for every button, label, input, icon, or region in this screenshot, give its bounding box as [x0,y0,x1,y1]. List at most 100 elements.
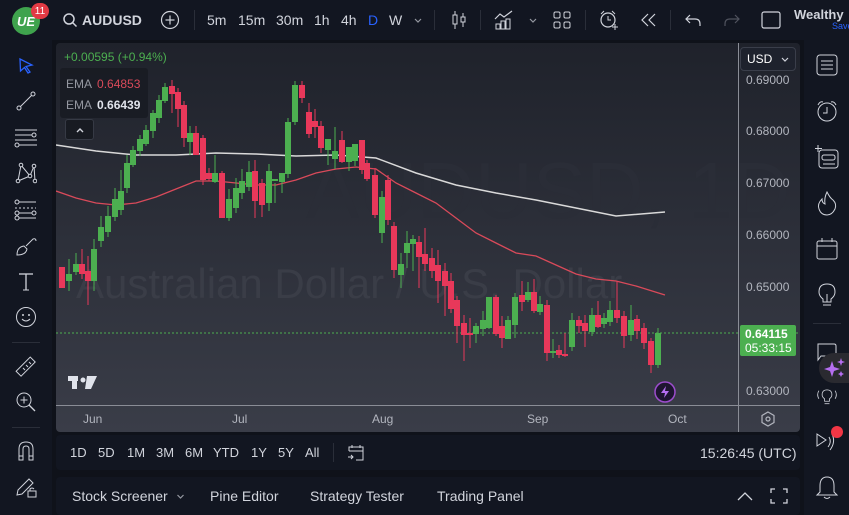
list-icon [816,54,838,76]
cursor-tool[interactable] [13,53,39,79]
indicator-legend: EMA 0.64853 EMA 0.66439 [60,68,148,118]
magnet-tool[interactable] [13,438,39,464]
currency-select[interactable]: USD [740,47,796,71]
forecast-tool[interactable] [13,197,39,223]
range-1m[interactable]: 1M [127,445,146,460]
range-3m[interactable]: 3M [156,445,175,460]
time-axis[interactable]: Jun Jul Aug Sep Oct [56,405,800,432]
notification-dot [831,426,843,438]
range-1d[interactable]: 1D [70,445,87,460]
ai-assistant-button[interactable] [819,353,849,383]
event-marker[interactable] [654,381,676,403]
timeframe-15m[interactable]: 15m [238,12,266,28]
fullscreen-button[interactable] [761,0,781,40]
current-price-tag: 0.64115 05:33:15 [740,325,796,356]
measure-tool[interactable] [13,354,39,380]
trend-line-tool[interactable] [13,88,39,114]
ema-fast-value: 0.64853 [97,76,141,91]
layout-name[interactable]: Wealthy [794,6,844,22]
maximize-icon [770,488,788,504]
chart-type-button[interactable] [450,0,468,40]
axis-border [738,43,739,405]
magnet-icon [18,441,34,461]
grid-icon [553,11,571,29]
indicators-dropdown[interactable] [528,0,538,40]
tab-pine-editor[interactable]: Pine Editor [210,488,279,504]
undo-button[interactable] [685,0,701,40]
layouts-button[interactable] [553,0,571,40]
forecast-icon [14,199,37,221]
timeframe-30m[interactable]: 30m [276,12,304,28]
price-chart[interactable]: AUDUSD, 1D Australian Dollar / U.S. Doll… [56,43,800,432]
save-button[interactable]: Save [832,21,849,31]
watchlist-button[interactable] [814,52,840,78]
alarm-plus-icon [600,10,618,30]
emoji-tool[interactable] [13,304,39,330]
range-1y[interactable]: 1Y [251,445,267,460]
rewind-icon [641,13,656,27]
pattern-icon [15,162,37,184]
collapse-legend-button[interactable] [65,119,94,140]
ideas-button[interactable] [814,282,840,308]
notifications-button[interactable] [814,475,840,501]
chart-canvas[interactable]: AUDUSD, 1D Australian Dollar / U.S. Doll… [56,43,800,432]
text-tool[interactable] [13,269,39,295]
price-axis[interactable]: 0.69000 0.68000 0.67000 0.66000 0.65000 … [738,43,800,405]
create-alert-button[interactable] [598,0,620,40]
symbol-search[interactable]: AUDUSD [62,0,142,40]
alerts-button[interactable] [814,98,840,124]
timeframe-5m[interactable]: 5m [207,12,227,28]
time-tick: Sep [527,412,549,426]
go-to-date-button[interactable] [346,435,366,470]
tab-stock-screener[interactable]: Stock Screener [72,477,185,515]
timeframe-dropdown[interactable] [413,0,423,40]
price-tick: 0.69000 [746,73,790,87]
news-flow-button[interactable] [814,426,843,454]
indicators-icon [494,10,513,30]
tab-strategy-tester[interactable]: Strategy Tester [310,488,404,504]
range-ytd[interactable]: YTD [213,445,239,460]
calendar-button[interactable] [814,236,840,262]
divider [434,10,435,30]
replay-button[interactable] [640,0,658,40]
top-toolbar: UE 11 AUDUSD 5m 15m 30m 1h 4h D W [0,0,849,40]
pattern-tool[interactable] [13,160,39,186]
ema-slow-legend[interactable]: EMA 0.66439 [66,94,142,115]
object-tree-button[interactable] [814,144,840,170]
plus-circle-icon [160,10,180,30]
maximize-panel-button[interactable] [770,477,788,515]
timeframe-d[interactable]: D [368,12,379,28]
divider [813,323,841,324]
range-5y[interactable]: 5Y [278,445,294,460]
ema-fast-legend[interactable]: EMA 0.64853 [66,73,142,94]
horizontal-lines-tool[interactable] [13,125,39,151]
brush-tool[interactable] [13,233,39,259]
zoom-tool[interactable] [13,389,39,415]
hotlists-button[interactable] [814,190,840,216]
range-all[interactable]: All [305,445,320,460]
expand-panel-button[interactable] [736,477,754,515]
square-icon [761,11,781,29]
redo-button[interactable] [724,0,740,40]
price-tick: 0.65000 [746,280,790,294]
timeframe-1h[interactable]: 1h [314,12,330,28]
add-list-icon [815,145,839,169]
ruler-icon [15,356,36,377]
tab-trading-panel[interactable]: Trading Panel [437,488,524,504]
divider [12,342,40,343]
timeframe-w[interactable]: W [389,12,403,28]
streams-button[interactable] [814,385,840,411]
timezone-clock[interactable]: 15:26:45 (UTC) [700,444,797,461]
smiley-icon [16,307,36,327]
alarm-clock-icon [817,101,837,122]
date-range-bar: 1D 5D 1M 3M 6M YTD 1Y 5Y All 15:26:45 (U… [56,435,800,470]
divider [585,10,586,30]
tradingview-logo[interactable] [68,376,97,389]
chart-settings-button[interactable] [760,411,776,432]
timeframe-4h[interactable]: 4h [341,12,357,28]
range-6m[interactable]: 6M [185,445,204,460]
indicators-button[interactable] [493,0,515,40]
range-5d[interactable]: 5D [98,445,115,460]
lock-drawings-tool[interactable] [13,474,39,500]
compare-symbol-button[interactable] [160,0,180,40]
